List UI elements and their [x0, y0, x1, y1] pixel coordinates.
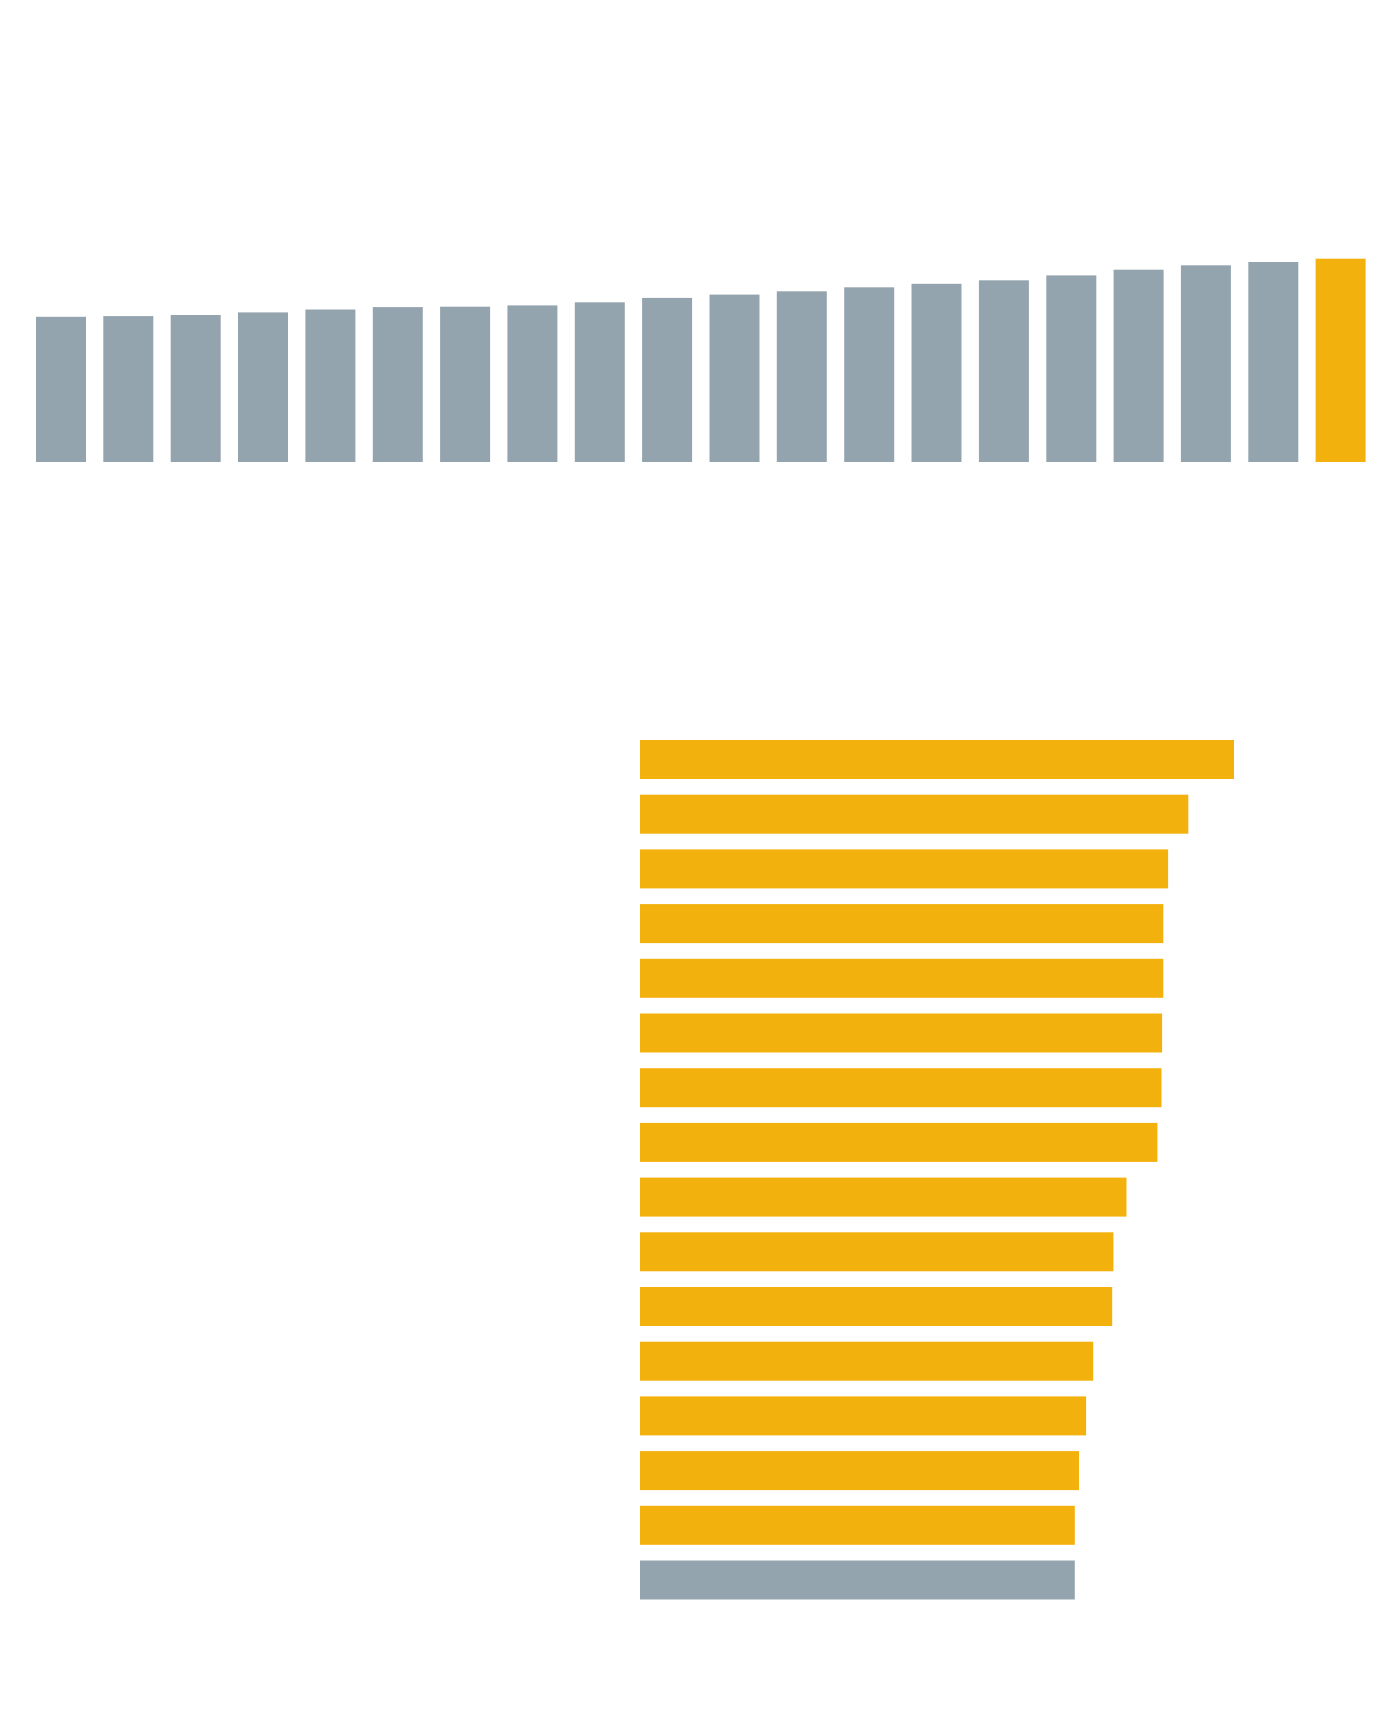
horizontal-bar-8 — [640, 1122, 1158, 1162]
vertical-bar-14 — [911, 283, 962, 462]
horizontal-bar-1 — [640, 740, 1234, 779]
vertical-bar-10 — [642, 297, 693, 462]
horizontal-bar-13 — [640, 1396, 1087, 1436]
vertical-bar-13 — [844, 287, 895, 462]
vertical-bar-19 — [1248, 262, 1299, 462]
vertical-bar-4 — [238, 312, 288, 462]
vertical-bar-9 — [574, 302, 625, 462]
horizontal-bar-14 — [640, 1451, 1079, 1491]
horizontal-bar-3 — [640, 849, 1169, 889]
horizontal-bar-6 — [640, 1013, 1163, 1053]
vertical-bar-1 — [36, 316, 86, 462]
horizontal-bar-15 — [640, 1505, 1075, 1545]
vertical-bar-8 — [507, 305, 558, 462]
horizontal-bar-11 — [640, 1287, 1113, 1326]
vertical-bar-17 — [1113, 269, 1164, 462]
vertical-bar-2 — [103, 316, 154, 462]
vertical-bar-16 — [1046, 275, 1097, 462]
horizontal-bar-4 — [640, 904, 1164, 944]
horizontal-bar-12 — [640, 1341, 1094, 1381]
vertical-bar-12 — [776, 291, 827, 462]
horizontal-bar-5 — [640, 958, 1164, 998]
horizontal-bar-10 — [640, 1232, 1114, 1272]
vertical-bar-20 — [1315, 258, 1366, 462]
vertical-bar-11 — [709, 294, 760, 462]
vertical-bar-7 — [440, 306, 491, 462]
vertical-bar-18 — [1180, 265, 1231, 462]
vertical-bar-6 — [372, 307, 423, 462]
vertical-bar-5 — [305, 309, 356, 462]
horizontal-bar-chart — [640, 740, 1234, 1600]
vertical-bar-3 — [170, 315, 221, 462]
vertical-bar-15 — [978, 280, 1029, 462]
horizontal-bar-16 — [640, 1560, 1075, 1600]
horizontal-bar-2 — [640, 794, 1189, 834]
vertical-bar-chart — [36, 258, 1366, 462]
horizontal-bar-7 — [640, 1068, 1162, 1108]
horizontal-bar-9 — [640, 1177, 1127, 1217]
